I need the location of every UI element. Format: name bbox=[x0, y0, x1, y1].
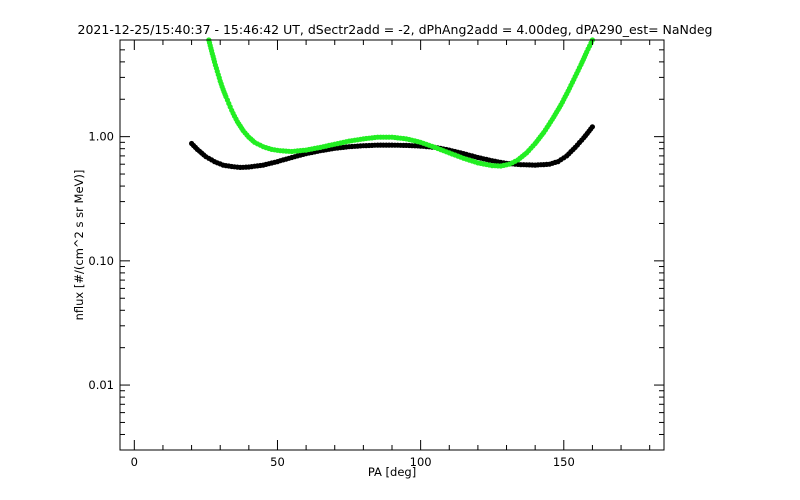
plot-frame bbox=[119, 39, 665, 451]
x-tick-label: 50 bbox=[270, 455, 285, 469]
y-tick-label: 1.00 bbox=[88, 130, 114, 144]
y-axis-label: nflux [#/(cm^2 s sr MeV)] bbox=[72, 170, 86, 321]
x-axis-label: PA [deg] bbox=[368, 465, 416, 479]
axes-layer: 0 50 100 150 0.01 0.10 1.00 bbox=[88, 39, 664, 469]
y-tick-label: 0.01 bbox=[88, 378, 114, 392]
x-tick-label: 0 bbox=[131, 455, 138, 469]
series-1 bbox=[206, 37, 596, 169]
data-point bbox=[589, 124, 596, 130]
y-tick-label: 0.10 bbox=[88, 254, 114, 268]
series-layer bbox=[189, 37, 596, 170]
chart-title: 2021-12-25/15:40:37 - 15:46:42 UT, dSect… bbox=[78, 22, 713, 37]
x-tick-label: 100 bbox=[410, 455, 432, 469]
x-tick-label: 150 bbox=[553, 455, 575, 469]
